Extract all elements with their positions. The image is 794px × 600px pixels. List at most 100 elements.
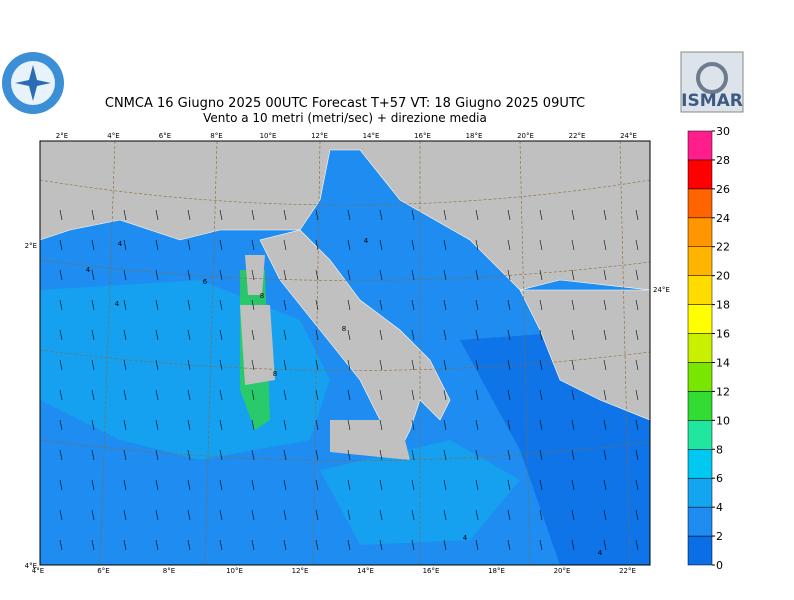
- colorbar-label: 2: [716, 530, 723, 543]
- colorbar-label: 18: [716, 299, 730, 312]
- wind-arrow: [411, 419, 415, 431]
- wind-arrow: [379, 419, 383, 431]
- lon-label: 6°E: [159, 132, 171, 140]
- lon-label: 24°E: [653, 286, 670, 294]
- wind-arrow: [443, 299, 447, 311]
- wind-arrow: [251, 389, 255, 401]
- colorbar-segment: [687, 333, 713, 363]
- wind-arrow: [571, 269, 575, 281]
- wind-arrow: [507, 359, 511, 371]
- wind-arrow: [507, 329, 511, 341]
- colorbar-segment: [687, 477, 713, 508]
- wind-arrow: [443, 209, 447, 221]
- wind-arrow: [347, 389, 351, 401]
- wind-arrow: [635, 449, 639, 461]
- wind-arrow: [443, 479, 447, 491]
- wind-arrow: [315, 419, 319, 431]
- wind-arrow: [475, 509, 479, 521]
- wind-arrow: [123, 269, 127, 281]
- colorbar-segment: [687, 506, 713, 537]
- wind-arrow: [475, 209, 479, 221]
- wind-arrow: [635, 479, 639, 491]
- wind-arrow: [59, 299, 63, 311]
- wind-arrow: [443, 449, 447, 461]
- wind-arrow: [411, 239, 415, 251]
- wind-arrow: [187, 389, 191, 401]
- wind-arrow: [603, 449, 607, 461]
- wind-arrow: [219, 359, 223, 371]
- wind-arrow: [219, 269, 223, 281]
- wind-arrow: [219, 239, 223, 251]
- colorbar-segment: [687, 188, 713, 219]
- lon-label: 10°E: [226, 567, 243, 575]
- wind-arrow: [91, 389, 95, 401]
- wind-arrow: [347, 329, 351, 341]
- wind-arrow: [123, 509, 127, 521]
- wind-arrow: [411, 389, 415, 401]
- colorbar-label: 4: [716, 501, 723, 514]
- wind-arrow: [475, 539, 479, 551]
- wind-arrow: [315, 209, 319, 221]
- wind-arrow: [379, 209, 383, 221]
- wind-arrow: [123, 239, 127, 251]
- wind-arrow: [507, 479, 511, 491]
- lon-label: 14°E: [363, 132, 380, 140]
- wind-arrow: [315, 359, 319, 371]
- wind-arrow: [219, 479, 223, 491]
- wind-arrow: [283, 419, 287, 431]
- wind-arrow: [379, 299, 383, 311]
- wind-arrow: [539, 389, 543, 401]
- colorbar-label: 12: [716, 385, 730, 398]
- wind-arrow: [635, 299, 639, 311]
- wind-arrow: [219, 449, 223, 461]
- wind-arrow: [443, 419, 447, 431]
- wind-arrow: [379, 479, 383, 491]
- wind-arrow: [155, 449, 159, 461]
- wind-arrow: [123, 479, 127, 491]
- cnmca-logo: [2, 52, 64, 114]
- wind-arrow: [59, 509, 63, 521]
- wind-arrow: [219, 329, 223, 341]
- wind-arrow: [187, 359, 191, 371]
- wind-arrow: [603, 419, 607, 431]
- wind-arrow: [411, 209, 415, 221]
- wind-arrow: [443, 239, 447, 251]
- wind-arrow: [347, 209, 351, 221]
- wind-arrow: [283, 269, 287, 281]
- wind-arrow: [315, 509, 319, 521]
- contour-label: 8: [273, 370, 277, 378]
- wind-arrow: [187, 299, 191, 311]
- colorbar-segment: [687, 391, 713, 421]
- wind-arrow: [315, 539, 319, 551]
- lon-label: 22°E: [569, 132, 586, 140]
- wind-arrow: [283, 479, 287, 491]
- wind-arrow: [59, 239, 63, 251]
- wind-arrow: [315, 389, 319, 401]
- wind-arrow: [379, 449, 383, 461]
- wind-arrow: [155, 359, 159, 371]
- wind-arrow: [571, 479, 575, 491]
- wind-arrow: [59, 419, 63, 431]
- wind-arrow: [635, 359, 639, 371]
- wind-arrow: [283, 539, 287, 551]
- colorbar-label: 30: [716, 125, 730, 138]
- wind-arrow: [475, 359, 479, 371]
- wind-arrow: [571, 329, 575, 341]
- colorbar-segment: [687, 159, 713, 190]
- wind-arrow: [155, 419, 159, 431]
- wind-arrow: [603, 359, 607, 371]
- colorbar-segment: [687, 535, 713, 566]
- wind-arrow: [507, 389, 511, 401]
- wind-arrow: [539, 359, 543, 371]
- lon-label: 24°E: [620, 132, 637, 140]
- ismar-logo: ISMAR: [680, 51, 744, 113]
- wind-arrow: [187, 419, 191, 431]
- wind-arrow: [59, 329, 63, 341]
- contour-label: 4: [115, 300, 120, 308]
- wind-arrow: [507, 239, 511, 251]
- colorbar-label: 20: [716, 270, 730, 283]
- wind-arrow: [443, 329, 447, 341]
- lon-label: 8°E: [210, 132, 222, 140]
- wind-arrow: [539, 299, 543, 311]
